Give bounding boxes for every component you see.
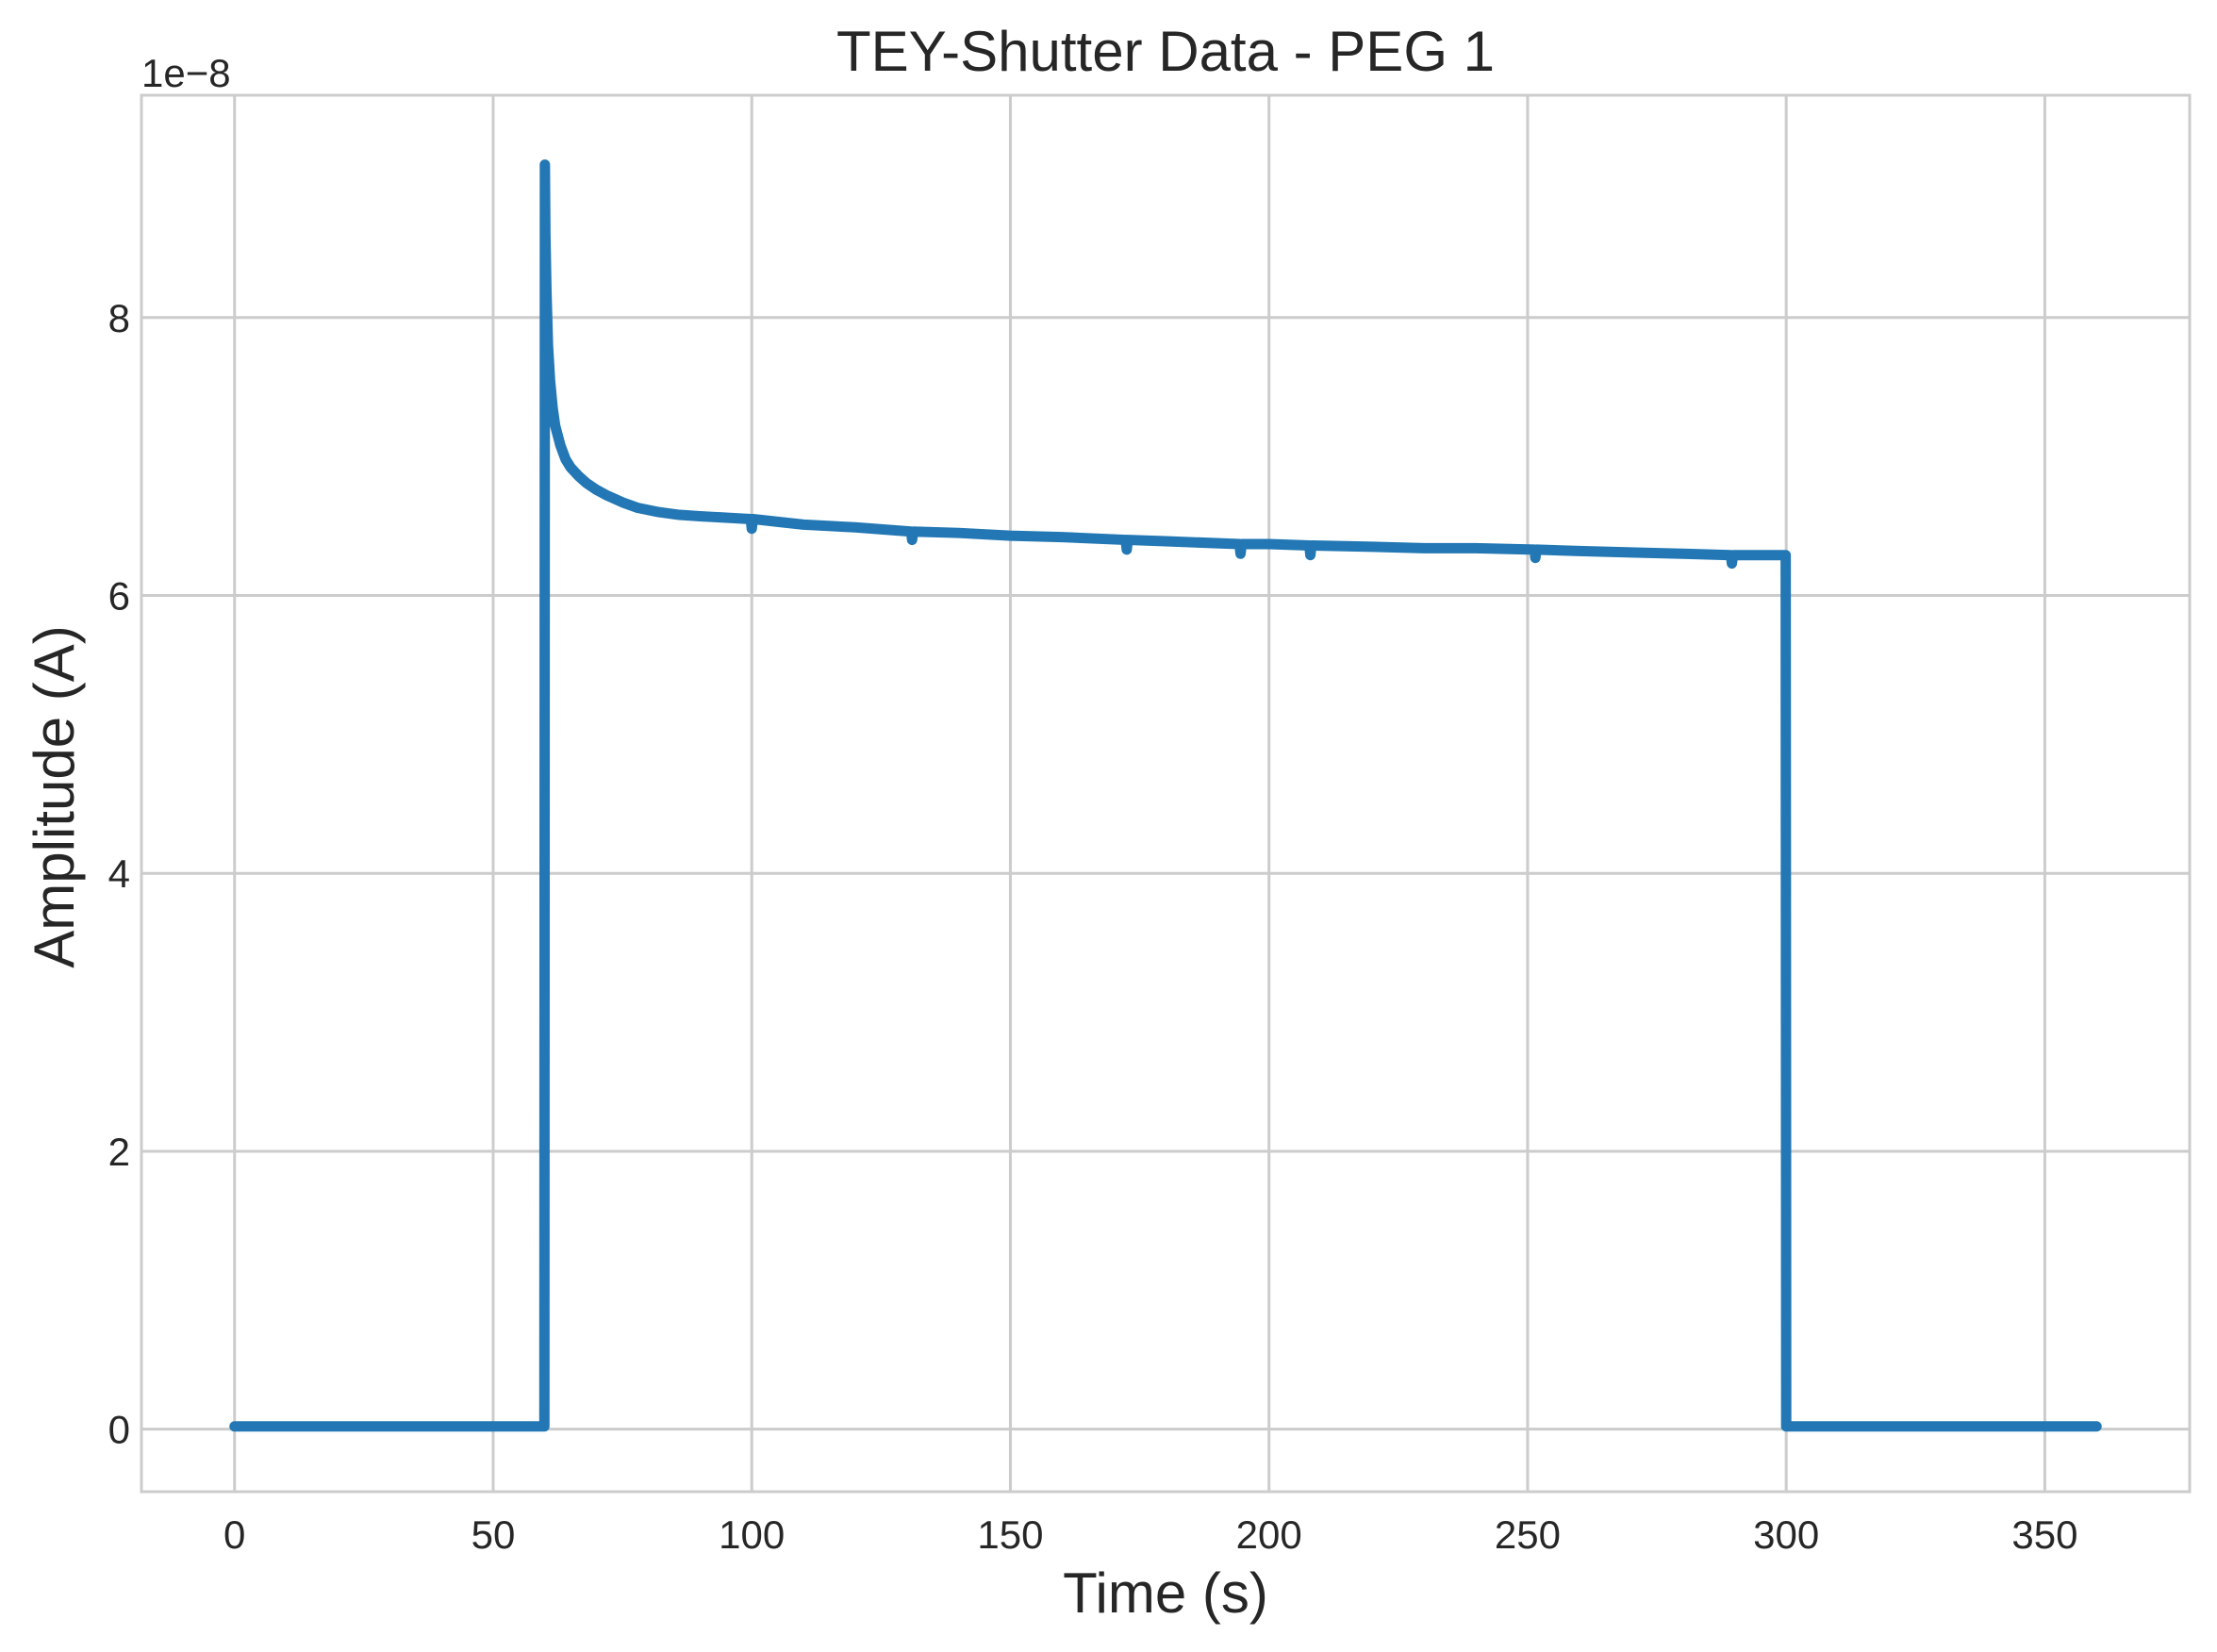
x-tick-label: 350 — [2011, 1512, 2077, 1557]
x-tick-label: 150 — [977, 1512, 1043, 1557]
y-offset-label: 1e−8 — [141, 51, 231, 95]
chart-title: TEY-Shutter Data - PEG 1 — [836, 20, 1495, 83]
y-axis-label: Amplitude (A) — [23, 625, 86, 967]
y-tick-label: 8 — [108, 296, 130, 340]
y-tick-labels: 0 2 4 6 8 — [108, 296, 130, 1452]
x-tick-label: 0 — [223, 1512, 245, 1557]
x-tick-label: 300 — [1753, 1512, 1819, 1557]
plot-area-frame — [140, 93, 2192, 1494]
y-tick-label: 6 — [108, 574, 130, 619]
y-tick-label: 0 — [108, 1408, 130, 1452]
x-axis-label: Time (s) — [1063, 1561, 1268, 1625]
y-gridlines — [141, 316, 2190, 1431]
x-tick-labels: 0 50 100 150 200 250 300 350 — [223, 1512, 2077, 1557]
x-tick-label: 50 — [472, 1512, 516, 1557]
y-tick-label: 2 — [108, 1130, 130, 1174]
series-line — [229, 159, 2102, 1432]
x-tick-label: 250 — [1495, 1512, 1561, 1557]
y-tick-label: 4 — [108, 851, 130, 896]
x-tick-label: 200 — [1236, 1512, 1302, 1557]
x-gridlines — [233, 95, 2046, 1492]
x-tick-label: 100 — [719, 1512, 785, 1557]
